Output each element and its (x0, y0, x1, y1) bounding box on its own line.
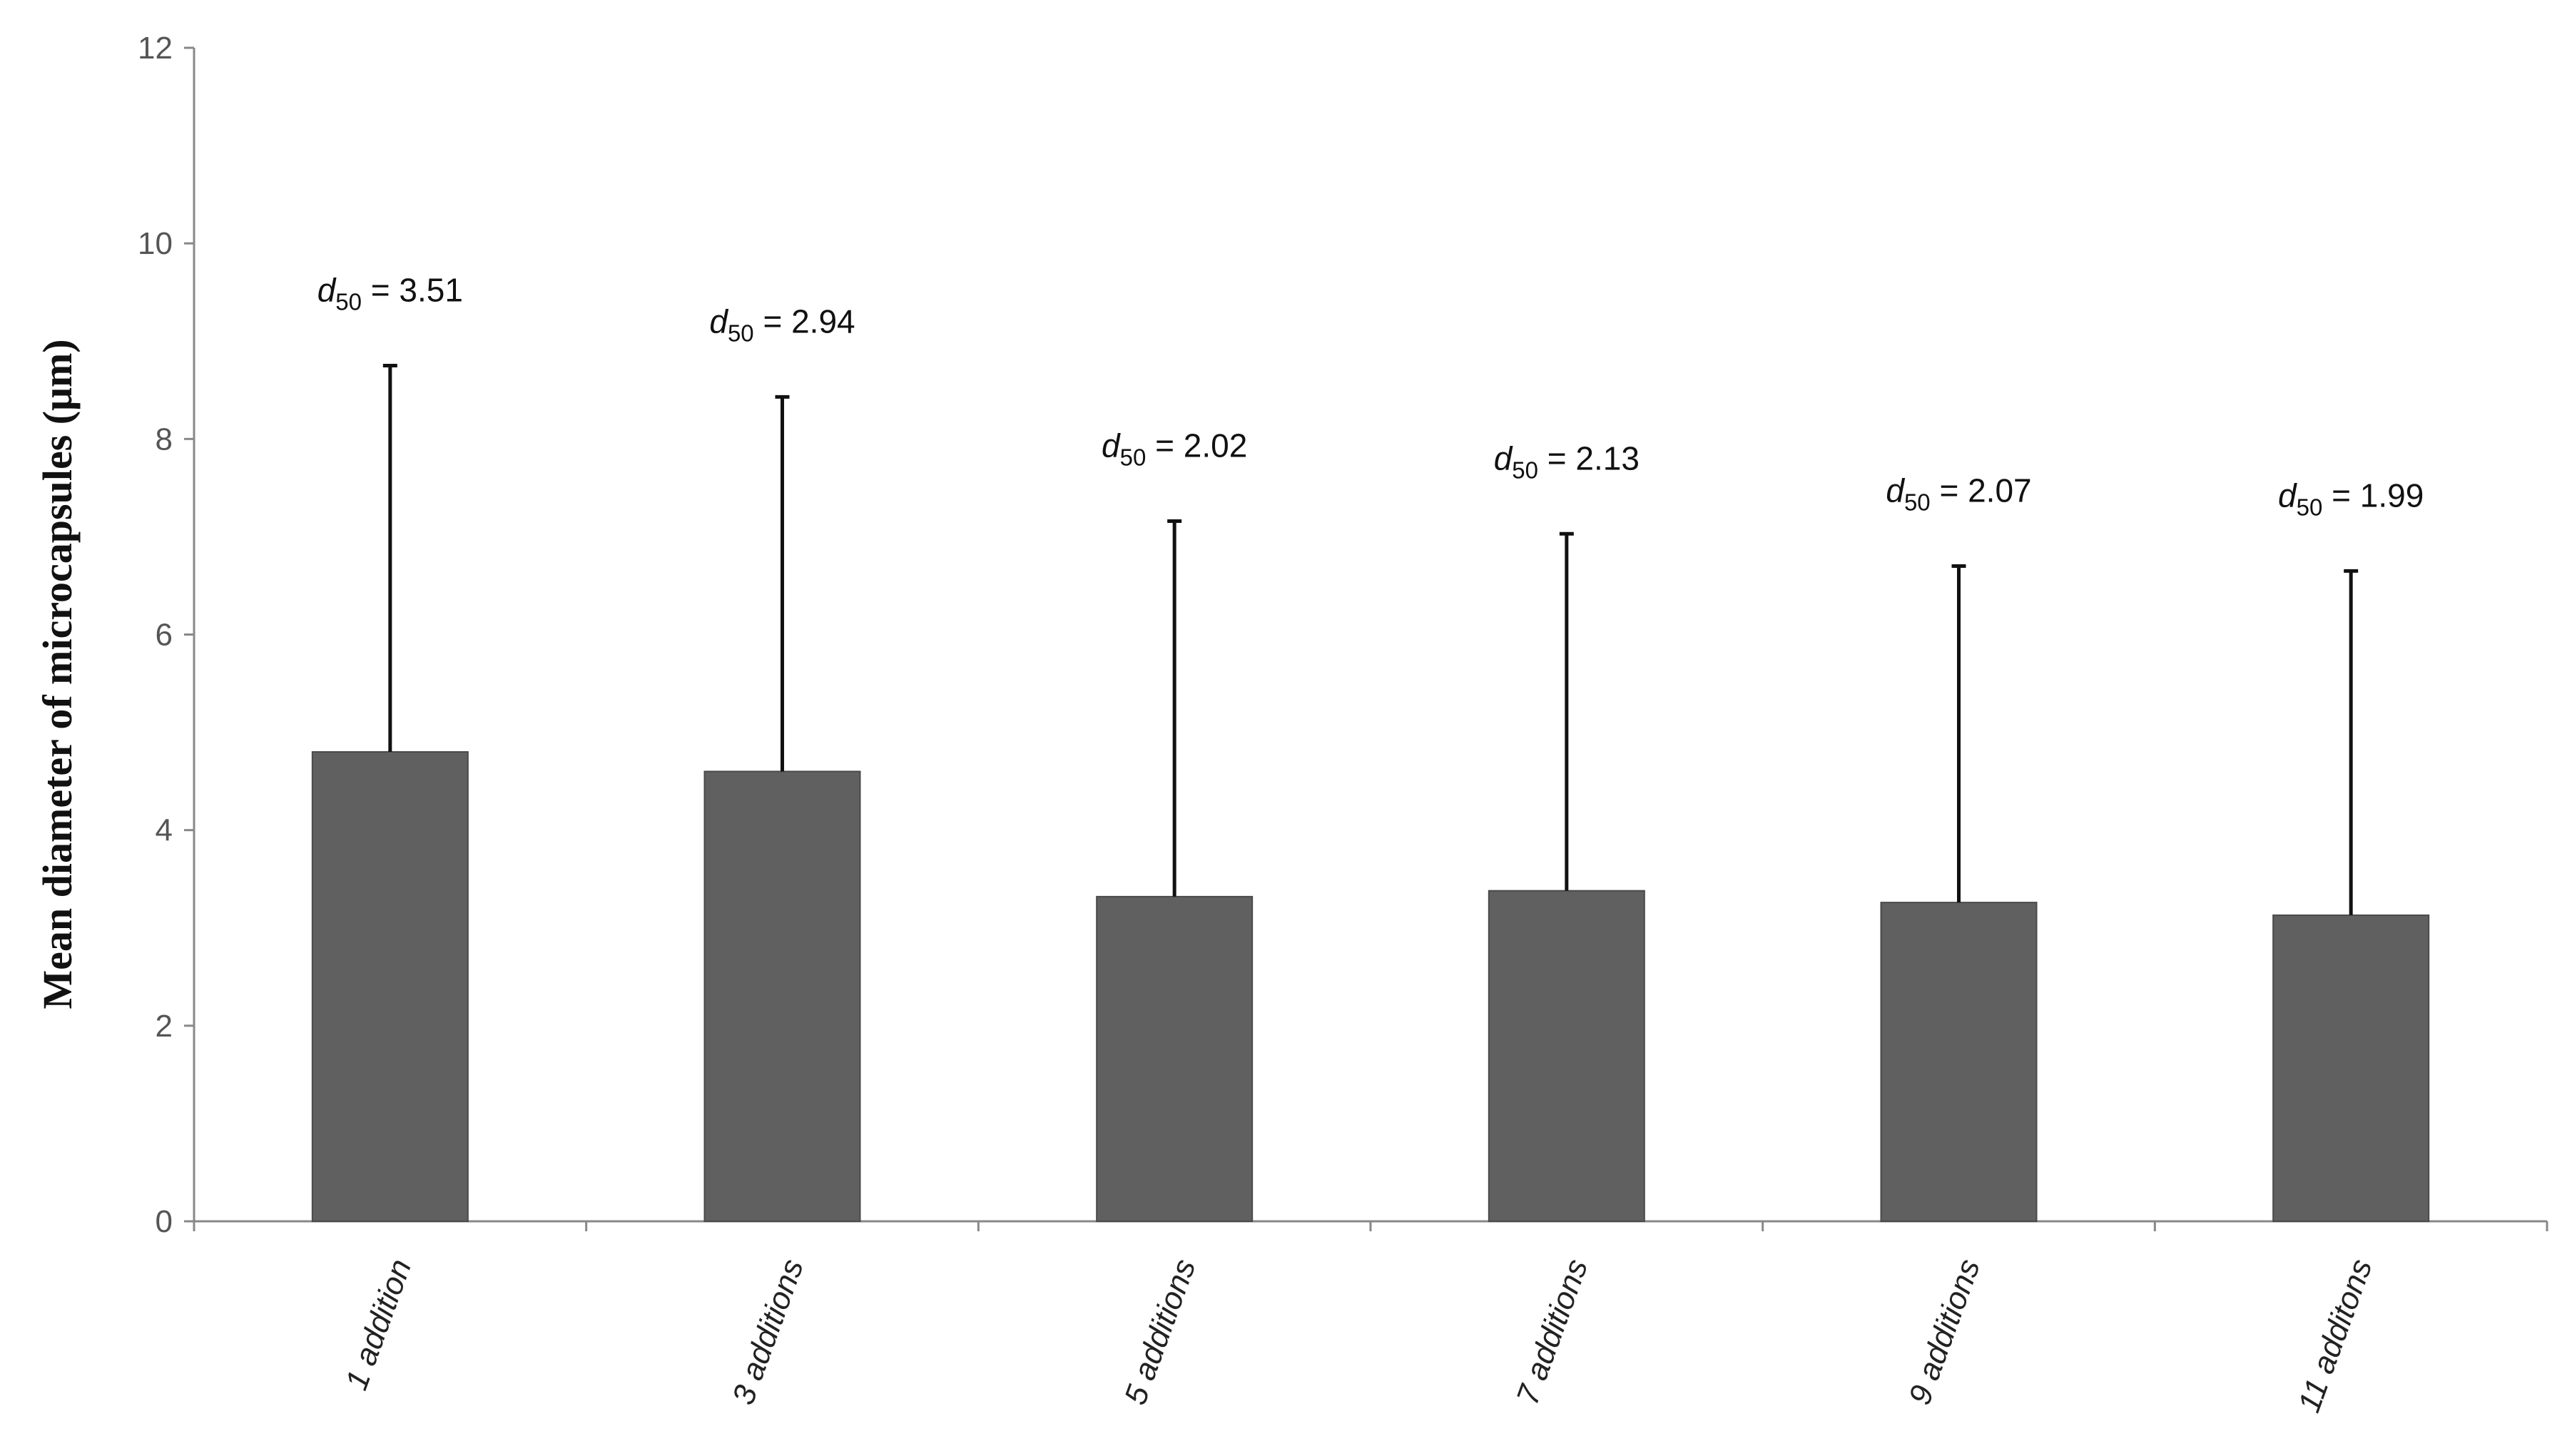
d50-symbol: d (1494, 439, 1513, 477)
d50-value: = 2.02 (1146, 427, 1247, 464)
y-tick-label: 4 (156, 813, 173, 848)
category-label: 9 additions (1902, 1255, 1987, 1410)
x-axis (193, 1220, 2548, 1231)
d50-value: = 1.99 (2322, 477, 2424, 514)
d50-symbol: d (2278, 477, 2297, 514)
category-labels: 1 addition 3 additions 5 additions 7 additi… (339, 1255, 2379, 1417)
category-label: 11 additons (2292, 1255, 2379, 1417)
d50-value: = 2.13 (1538, 439, 1640, 477)
category-label: 1 addition (339, 1255, 418, 1395)
y-tick-label: 10 (138, 226, 173, 261)
d50-subscript: 50 (728, 320, 754, 346)
d50-value: = 3.51 (362, 272, 463, 309)
d50-subscript: 50 (1512, 457, 1538, 483)
y-tick-label: 12 (138, 31, 173, 66)
d50-annotation: d50 = 2.02 (1102, 427, 1247, 470)
d50-subscript: 50 (1904, 489, 1931, 516)
category-label: 7 additions (1510, 1255, 1595, 1410)
y-axis: 0 2 4 6 8 10 12 (138, 31, 195, 1239)
y-tick-label: 6 (156, 618, 173, 653)
y-tick-label: 8 (156, 422, 173, 457)
bars (311, 751, 2430, 1223)
d50-subscript: 50 (335, 289, 362, 315)
d50-symbol: d (1886, 472, 1905, 509)
bar (1880, 902, 2038, 1222)
d50-annotation: d50 = 1.99 (2278, 477, 2424, 520)
bar (703, 770, 861, 1222)
d50-symbol: d (317, 272, 337, 309)
d50-value: = 2.94 (754, 302, 855, 340)
bar (311, 751, 469, 1222)
bar (1096, 895, 1254, 1222)
d50-annotation: d50 = 2.94 (709, 302, 855, 346)
category-label: 3 additions (726, 1255, 810, 1410)
d50-symbol: d (1102, 427, 1121, 464)
d50-subscript: 50 (1120, 444, 1147, 470)
y-axis-label: Mean diameter of microcapsules (μm) (34, 339, 81, 1009)
category-label: 5 additions (1118, 1255, 1203, 1410)
d50-subscript: 50 (2297, 494, 2323, 520)
d50-annotation: d50 = 2.07 (1886, 472, 2031, 516)
d50-value: = 2.07 (1931, 472, 2032, 509)
bar (2272, 914, 2430, 1223)
d50-annotation: d50 = 2.13 (1494, 439, 1640, 483)
y-tick-label: 0 (156, 1204, 173, 1239)
y-tick-label: 2 (156, 1009, 173, 1044)
error-bars (382, 364, 2359, 915)
d50-annotation: d50 = 3.51 (317, 272, 463, 315)
bar (1488, 890, 1645, 1222)
d50-symbol: d (709, 302, 728, 340)
